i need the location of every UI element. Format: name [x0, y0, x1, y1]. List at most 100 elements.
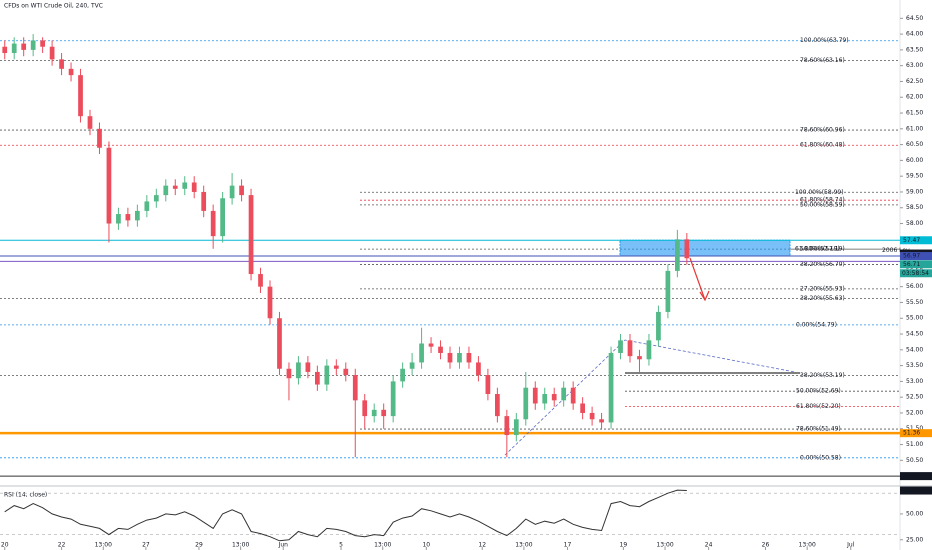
y-tick-label: 50.50	[906, 457, 923, 464]
chart-title: CFDs on WTI Crude Oil, 240, TVC	[4, 3, 103, 10]
candle-body	[116, 214, 121, 224]
candle-body	[656, 311, 661, 341]
x-tick-label: 20	[1, 542, 9, 549]
y2-tick-label: 25.00	[906, 536, 923, 543]
candle-body	[125, 214, 131, 221]
x-tick-label: 19	[620, 542, 628, 549]
candle-body	[362, 400, 368, 417]
countdown: 03:58:54	[902, 270, 929, 277]
fib-label: 100.00%(63.79)	[800, 37, 849, 44]
candle-body	[97, 128, 102, 148]
x-tick-label: 13:00	[656, 542, 673, 549]
y-tick-label: 53.50	[906, 362, 923, 369]
candle-body	[589, 412, 595, 420]
candle-body	[381, 409, 387, 417]
candle-body	[59, 59, 64, 69]
y-tick-label: 60.00	[906, 157, 923, 164]
fib-label: 50.00%(52.69)	[796, 388, 841, 395]
candle-body	[153, 195, 159, 202]
candle-body	[495, 394, 500, 417]
candle-body	[210, 210, 216, 237]
y-tick-label: 54.50	[906, 331, 923, 338]
candle-body	[201, 191, 207, 211]
y-tick-label: 63.00	[906, 62, 923, 69]
candle-body	[608, 352, 614, 423]
y-tick-label: 55.00	[906, 315, 923, 322]
fib-label: 78.60%(51.49)	[796, 426, 841, 433]
candle-body	[21, 43, 27, 50]
x-tick-label: 26	[762, 542, 770, 549]
fib-label: 78.60%(63.16)	[800, 57, 845, 64]
candle-body	[11, 43, 17, 54]
price-label: 56.97	[903, 253, 920, 260]
candle-body	[476, 362, 481, 376]
y-tick-label: 61.50	[906, 110, 923, 117]
price-label-box	[900, 260, 932, 269]
fib-label: 38.20%(53.19)	[800, 372, 845, 379]
candle-body	[144, 201, 150, 211]
candle-body	[296, 362, 301, 379]
candle-body	[343, 368, 349, 376]
rsi-current: 72.61	[903, 487, 920, 494]
candle-body	[30, 40, 36, 50]
candle-body	[239, 185, 244, 196]
candle-body	[229, 185, 235, 199]
fib-label: 100.00%(58.99)	[795, 189, 844, 196]
x-tick-label: 29	[195, 542, 203, 549]
candle-body	[580, 403, 585, 413]
candle-body	[87, 116, 93, 129]
candle-body	[333, 365, 339, 369]
candle-body	[135, 210, 140, 221]
y-tick-label: 61.00	[906, 125, 923, 132]
y-tick-label: 52.50	[906, 394, 923, 401]
x-tick-label: 27	[142, 542, 150, 549]
x-tick-label: Jul	[846, 542, 855, 549]
y-tick-label: 55.50	[906, 299, 923, 306]
candle-body	[2, 46, 8, 54]
x-tick-label: 24	[705, 542, 713, 549]
candle-body	[409, 362, 415, 369]
fib-label: 61.80%(58.74)	[800, 197, 845, 204]
arrow	[689, 257, 706, 301]
countdown-box	[900, 269, 932, 278]
candle-body	[684, 239, 690, 259]
rsi-label: RSI (14, close)	[4, 492, 47, 499]
candle-body	[286, 368, 292, 379]
candle-body	[438, 346, 443, 353]
candle-body	[637, 356, 642, 360]
price-label-box	[900, 429, 932, 438]
y-tick-label: 62.00	[906, 94, 923, 101]
x-tick-label: 13:00	[799, 542, 816, 549]
candle-body	[68, 68, 74, 76]
price-label: 50.00	[903, 473, 920, 480]
y-tick-label: 56.00	[906, 283, 923, 290]
x-tick-label: Jun	[278, 542, 289, 549]
candle-body	[523, 387, 529, 420]
fib-label: 38.20%(56.70)	[800, 261, 845, 268]
fib-label: 61.80%(52.20)	[796, 403, 841, 410]
candle-body	[277, 318, 282, 369]
fib-label: 50.00%(58.59)	[800, 201, 845, 208]
candle-body	[428, 343, 434, 347]
x-tick-label: 12	[478, 542, 486, 549]
candle-body	[248, 195, 254, 275]
x-tick-label: 13:00	[95, 542, 112, 549]
price-label: 56.71	[903, 261, 920, 268]
y-tick-label: 58.50	[906, 204, 923, 211]
candle-body	[267, 286, 273, 319]
rsi-current-box	[900, 486, 932, 495]
fib-label: 78.60%(60.96)	[800, 127, 845, 134]
rsi-line	[4, 489, 687, 542]
fib-label: 38.20%(55.63)	[800, 295, 845, 302]
candle-body	[305, 362, 311, 372]
candle-body	[513, 419, 519, 436]
arrow-head	[699, 290, 710, 302]
price-label-box	[900, 472, 932, 481]
candle-body	[352, 375, 358, 401]
x-tick-label: 5	[339, 542, 343, 549]
fib-label: 61.80%(60.48)	[800, 142, 845, 149]
candle-body	[371, 409, 377, 417]
candle-body	[551, 394, 557, 401]
candle-body	[627, 340, 633, 357]
